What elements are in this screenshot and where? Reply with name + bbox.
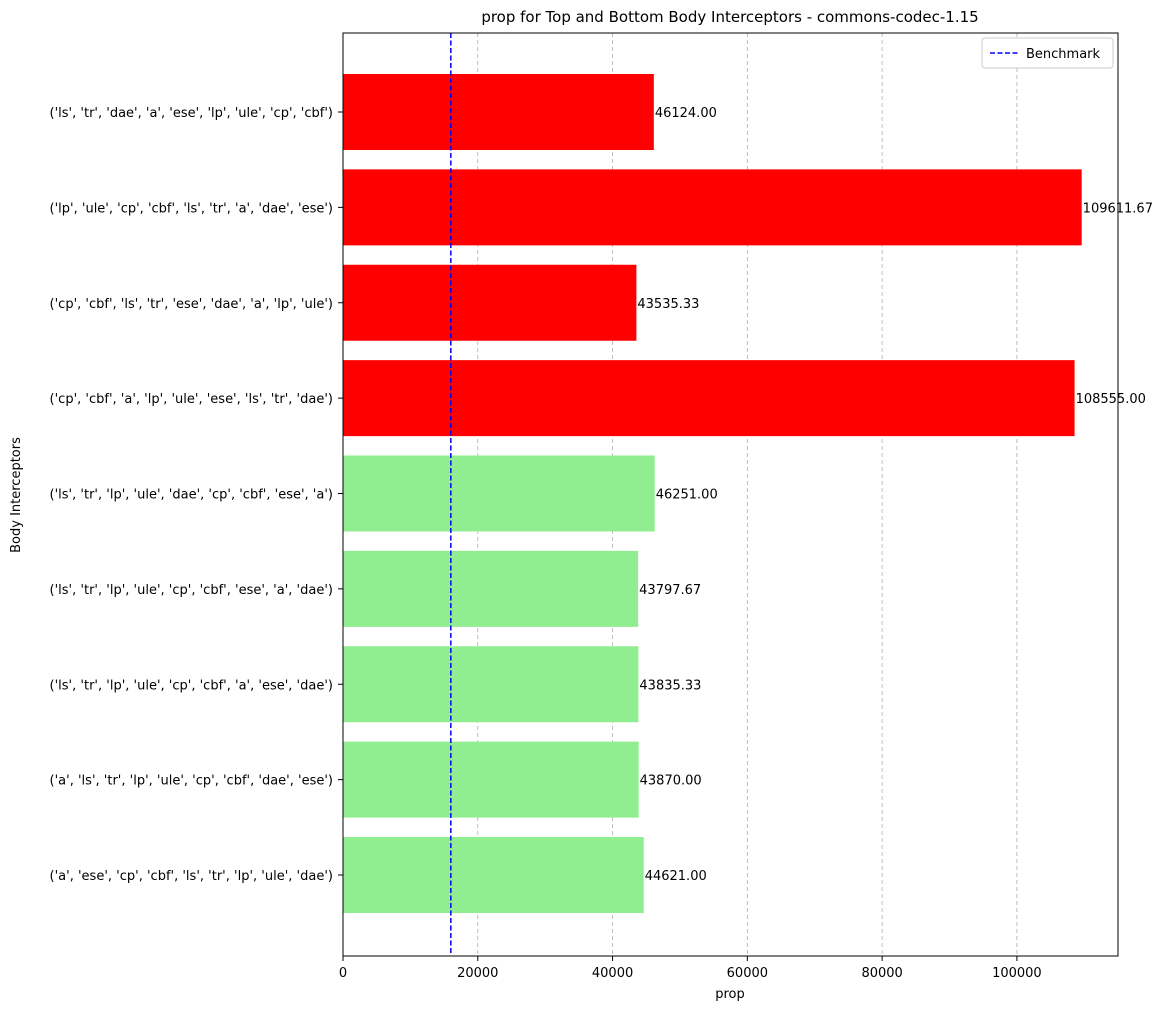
bar-value-label: 46124.00	[655, 106, 717, 121]
axes: 0 20000 40000 60000 80000 100000 ('ls', 'tr', …	[50, 32, 1119, 981]
y-tick-label: ('ls', 'tr', 'dae', 'a', 'ese', 'lp', 'u…	[50, 106, 333, 121]
bars: 46124.00109611.6743535.33108555.0046251.…	[343, 74, 1153, 913]
bar-value-label: 46251.00	[656, 488, 718, 503]
bar-value-label: 43535.33	[637, 297, 699, 312]
x-tick-label: 40000	[592, 966, 633, 981]
legend-label-benchmark: Benchmark	[1026, 47, 1101, 62]
bar-value-label: 43870.00	[640, 774, 702, 789]
y-tick-label: ('ls', 'tr', 'lp', 'ule', 'cp', 'cbf', '…	[50, 583, 333, 598]
plot-frame	[342, 32, 1119, 957]
y-tick-label: ('cp', 'cbf', 'ls', 'tr', 'ese', 'dae', …	[50, 297, 333, 312]
bar	[343, 741, 639, 818]
y-axis-label: Body Interceptors	[9, 437, 24, 553]
y-tick-label: ('ls', 'tr', 'lp', 'ule', 'cp', 'cbf', '…	[50, 678, 333, 693]
bar	[343, 169, 1082, 246]
bar	[343, 74, 654, 150]
x-tick-label: 80000	[861, 966, 902, 981]
bar-value-label: 43797.67	[639, 583, 701, 598]
chart-title: prop for Top and Bottom Body Interceptor…	[481, 8, 978, 26]
bar	[343, 264, 637, 341]
x-tick-label: 100000	[992, 966, 1042, 981]
y-tick-label: ('lp', 'ule', 'cp', 'cbf', 'ls', 'tr', '…	[50, 201, 333, 216]
y-tick-label: ('cp', 'cbf', 'a', 'lp', 'ule', 'ese', '…	[50, 392, 333, 407]
y-tick-label: ('ls', 'tr', 'lp', 'ule', 'dae', 'cp', '…	[50, 488, 333, 503]
x-tick-label: 20000	[457, 966, 498, 981]
bar	[343, 360, 1075, 437]
y-tick-label: ('a', 'ese', 'cp', 'cbf', 'ls', 'tr', 'l…	[50, 869, 333, 884]
legend: Benchmark	[981, 37, 1114, 69]
legend-box	[981, 37, 1114, 69]
bar-value-label: 108555.00	[1076, 392, 1146, 407]
x-tick-label: 0	[339, 966, 347, 981]
bar-value-label: 43835.33	[639, 678, 701, 693]
x-tick-label: 60000	[727, 966, 768, 981]
bar	[343, 646, 639, 723]
bar	[343, 837, 644, 913]
bar-value-label: 44621.00	[645, 869, 707, 884]
x-axis-label: prop	[715, 987, 745, 1002]
y-tick-label: ('a', 'ls', 'tr', 'lp', 'ule', 'cp', 'cb…	[50, 774, 333, 789]
bar	[343, 455, 655, 532]
bar	[343, 550, 639, 627]
